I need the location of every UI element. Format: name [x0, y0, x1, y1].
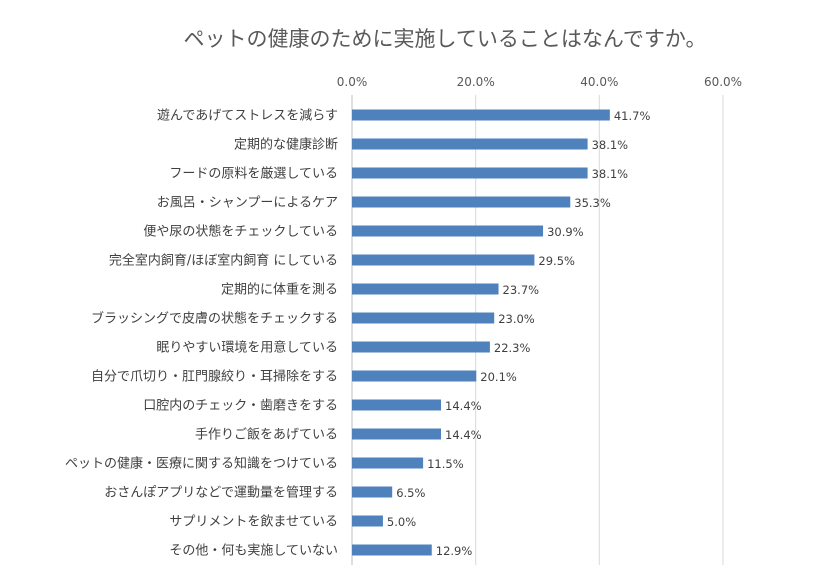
bar — [352, 254, 535, 266]
data-label: 12.9% — [436, 544, 473, 558]
bar — [352, 312, 495, 324]
bar — [352, 341, 490, 353]
bar — [352, 167, 588, 179]
bar — [352, 225, 544, 237]
bar — [352, 486, 393, 498]
data-label: 38.1% — [592, 138, 629, 152]
bar — [352, 544, 432, 556]
data-label: 20.1% — [480, 370, 517, 384]
data-labels: 41.7% 38.1% 38.1% 35.3% 30.9% 29.5% 23.7% 23.0%… — [387, 109, 651, 558]
category-label: 定期的に体重を測る — [221, 282, 338, 298]
bar — [352, 196, 571, 208]
category-labels: 遊んであげてストレスを減らす定期的な健康診断フードの原料を厳選しているお風呂・シ… — [65, 108, 338, 559]
data-label: 35.3% — [574, 196, 611, 210]
x-tick-label: 60.0% — [704, 75, 742, 89]
category-label: おさんぽアプリなどで運動量を管理する — [104, 486, 338, 501]
bar — [352, 399, 442, 411]
category-label: サプリメントを飲ませている — [169, 514, 338, 530]
category-label: 眠りやすい環境を用意している — [156, 340, 338, 356]
data-label: 5.0% — [387, 515, 416, 529]
category-label: その他・何も実施していない — [169, 543, 338, 559]
x-tick-label: 40.0% — [580, 75, 618, 89]
category-label: 定期的な健康診断 — [234, 137, 338, 153]
data-label: 41.7% — [614, 109, 651, 123]
data-label: 22.3% — [494, 341, 531, 355]
bar — [352, 109, 610, 121]
bar — [352, 428, 442, 440]
category-label: 遊んであげてストレスを減らす — [157, 108, 338, 124]
x-tick-label: 20.0% — [457, 75, 495, 89]
data-label: 14.4% — [445, 399, 482, 413]
category-label: 自分で爪切り・肛門腺絞り・耳掃除をする — [91, 369, 338, 385]
data-label: 14.4% — [445, 428, 482, 442]
bar — [352, 283, 499, 295]
category-label: フードの原料を厳選している — [169, 167, 338, 182]
data-label: 6.5% — [396, 486, 425, 500]
category-label: 口腔内のチェック・歯磨きをする — [143, 398, 338, 414]
category-label: 便や尿の状態をチェックしている — [143, 224, 338, 240]
category-label: 完全室内飼育/ほぼ室内飼育 にしている — [109, 253, 338, 269]
category-label: お風呂・シャンプーによるケア — [157, 196, 338, 211]
bar — [352, 515, 383, 527]
data-label: 30.9% — [547, 225, 584, 239]
chart-title: ペットの健康のために実施していることはなんですか。 — [184, 27, 707, 51]
data-label: 23.0% — [498, 312, 535, 326]
x-axis-ticks: 0.0% 20.0% 40.0% 60.0% — [337, 75, 742, 89]
data-label: 11.5% — [427, 457, 464, 471]
data-label: 23.7% — [503, 283, 540, 297]
bars — [352, 109, 610, 556]
bar — [352, 370, 477, 382]
category-label: 手作りご飯をあげている — [195, 427, 338, 443]
category-label: ブラッシングで皮膚の状態をチェックする — [91, 311, 338, 327]
data-label: 38.1% — [592, 167, 629, 181]
bar — [352, 457, 424, 469]
data-label: 29.5% — [538, 254, 575, 268]
x-tick-label: 0.0% — [337, 75, 368, 89]
bar — [352, 138, 588, 150]
category-label: ペットの健康・医療に関する知識をつけている — [65, 456, 338, 472]
